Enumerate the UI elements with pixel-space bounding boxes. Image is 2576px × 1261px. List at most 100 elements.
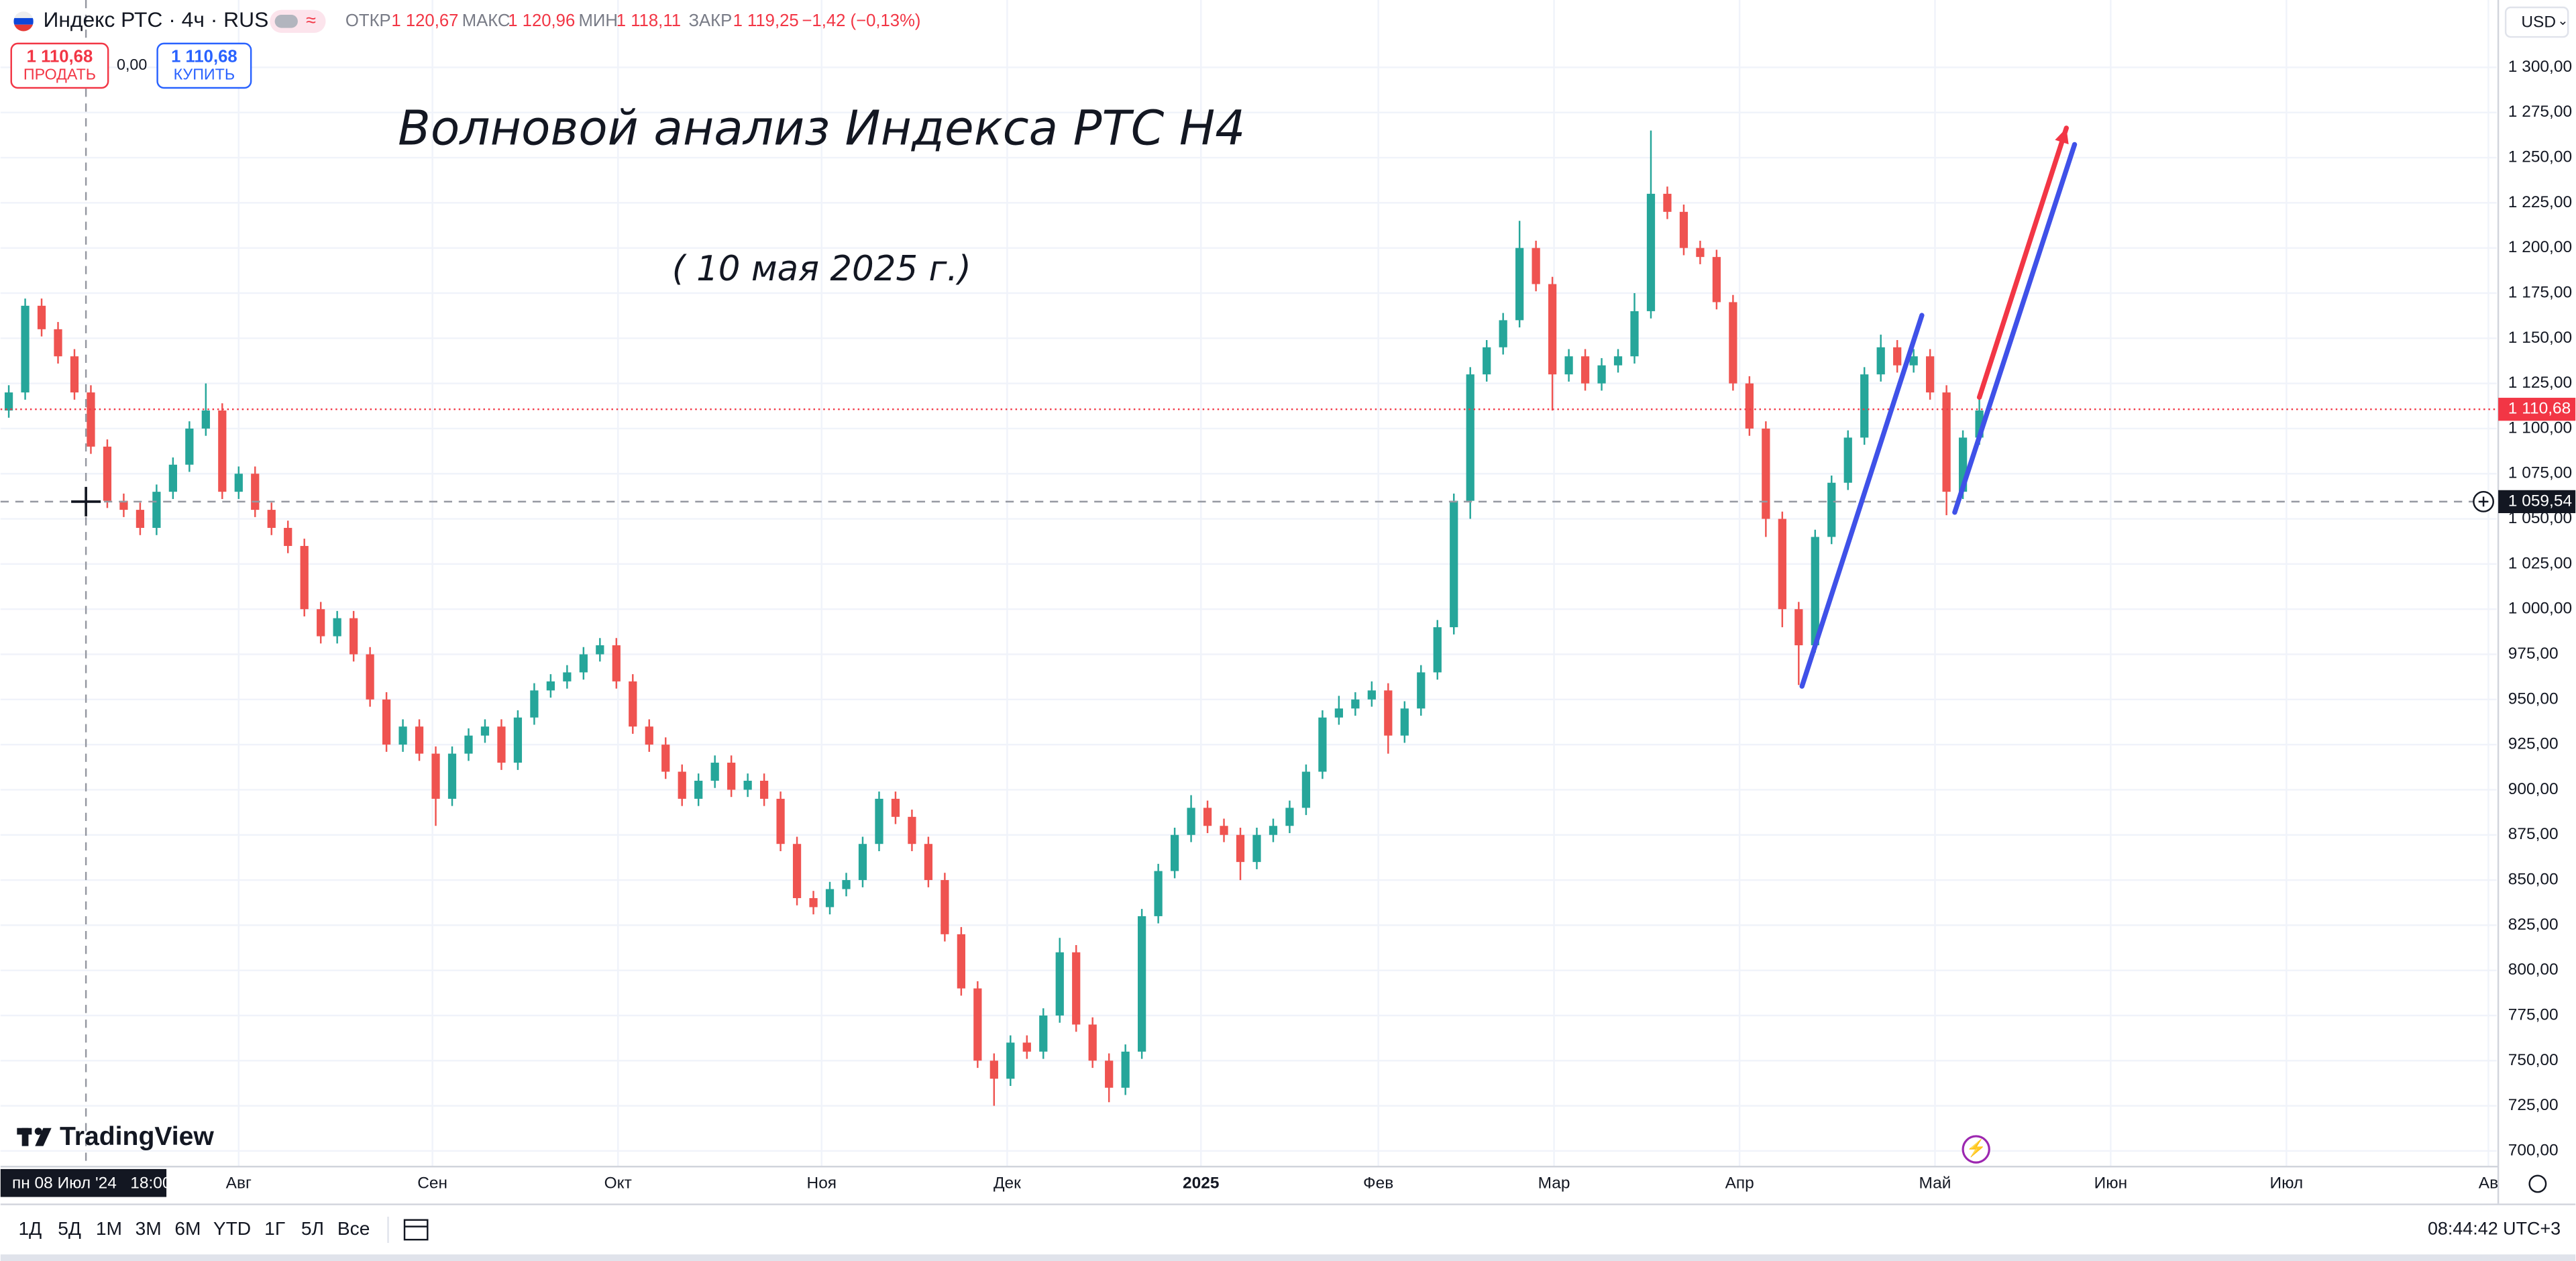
- candle-body: [1006, 1042, 1015, 1079]
- y-tick-label: 1 175,00: [2508, 283, 2572, 301]
- timeframe-button[interactable]: 1Г: [264, 1218, 285, 1239]
- candle-body: [87, 392, 95, 447]
- events-glyph: ⚡: [1966, 1138, 1986, 1158]
- x-tick-label: Дек: [994, 1174, 1021, 1192]
- candle-body: [267, 510, 276, 529]
- candle-body: [1663, 193, 1672, 212]
- y-tick-label: 950,00: [2508, 690, 2559, 708]
- candle-body: [1729, 302, 1737, 384]
- candle-body: [1170, 834, 1179, 871]
- y-tick-label: 800,00: [2508, 961, 2559, 979]
- candle-body: [415, 726, 424, 754]
- timeframe-button[interactable]: Все: [337, 1218, 370, 1239]
- candle-body: [546, 681, 555, 691]
- plot: [0, 0, 2497, 1166]
- ohlc-label: МИН: [579, 11, 618, 30]
- candle-body: [710, 763, 719, 781]
- candle-body: [1811, 537, 1819, 646]
- candle-body: [530, 690, 539, 718]
- y-tick-label: 700,00: [2508, 1141, 2559, 1159]
- candle-body: [317, 609, 325, 637]
- timeframe-button[interactable]: 1М: [96, 1218, 122, 1239]
- candle-body: [1105, 1060, 1114, 1088]
- candle-body: [1483, 347, 1491, 375]
- y-tick-label: 1 025,00: [2508, 554, 2572, 572]
- y-tick-label: 875,00: [2508, 825, 2559, 843]
- candle-body: [875, 798, 883, 844]
- timeframe-button[interactable]: 5Д: [58, 1218, 81, 1239]
- candle-body: [776, 798, 785, 844]
- candle-body: [809, 897, 818, 908]
- x-tick-label: Фев: [1363, 1174, 1393, 1192]
- candle-body: [1400, 708, 1409, 736]
- candle-body: [366, 654, 374, 700]
- candle-body: [168, 464, 177, 492]
- sell-button[interactable]: [10, 42, 109, 89]
- candle-body: [1269, 826, 1278, 835]
- buy-button[interactable]: [156, 42, 252, 89]
- last-price-badge: [2498, 398, 2576, 421]
- currency-caret: ⌄: [2557, 13, 2568, 28]
- candle-body: [1450, 500, 1458, 628]
- y-tick-label: 1 125,00: [2508, 374, 2572, 392]
- candle-body: [957, 934, 965, 989]
- crosshair-time-badge: [0, 1168, 167, 1197]
- x-tick-label: Апр: [1725, 1174, 1754, 1192]
- candle-body: [1121, 1051, 1130, 1088]
- candle-body: [1301, 771, 1311, 808]
- timeframe-button[interactable]: 3М: [136, 1218, 162, 1239]
- candle-body: [1187, 808, 1195, 835]
- candle-body: [1564, 356, 1573, 375]
- candle-body: [678, 771, 686, 799]
- grid: [0, 0, 2497, 1166]
- x-tick-label: Сен: [417, 1174, 447, 1192]
- candle-body: [1597, 365, 1606, 384]
- candle-body: [218, 410, 227, 492]
- settings-icon[interactable]: [2528, 1174, 2547, 1193]
- timeframe-button[interactable]: YTD: [213, 1218, 251, 1239]
- x-tick-label: Окт: [604, 1174, 632, 1192]
- candle-body: [1827, 482, 1836, 537]
- candle-body: [792, 844, 802, 898]
- y-tick-label: 1 275,00: [2508, 103, 2572, 121]
- logo[interactable]: TradingView: [60, 1122, 214, 1151]
- currency: USD: [2521, 13, 2556, 32]
- bottom-strip: [0, 1254, 2576, 1261]
- date-range-icon[interactable]: [403, 1219, 429, 1241]
- change: −1,42 (−0,13%): [802, 11, 920, 30]
- candle-body: [54, 329, 62, 357]
- candle-body: [973, 988, 982, 1061]
- timeframe-button[interactable]: 6М: [174, 1218, 201, 1239]
- candle-body: [1499, 320, 1507, 347]
- events-icon[interactable]: [1962, 1135, 1990, 1164]
- timeframe-button[interactable]: 5Л: [301, 1218, 324, 1239]
- x-tick-label: Июн: [2094, 1174, 2127, 1192]
- ohlc-value: 1 119,25: [733, 11, 799, 30]
- candle-body: [136, 510, 145, 529]
- candle-body: [1794, 609, 1803, 646]
- y-tick-label: 825,00: [2508, 916, 2559, 934]
- candle-body: [842, 880, 851, 889]
- currency-button[interactable]: [2504, 6, 2569, 38]
- candle-body: [891, 798, 900, 817]
- candle-body: [1515, 248, 1524, 321]
- candle-body: [563, 672, 572, 681]
- y-tick-label: 1 300,00: [2508, 58, 2572, 76]
- candle-body: [1843, 437, 1852, 483]
- symbol[interactable]: Индекс РТС · 4ч · RUS: [43, 7, 268, 32]
- candle-body: [382, 699, 391, 745]
- candle-body: [119, 500, 128, 510]
- y-tick-label: 850,00: [2508, 871, 2559, 889]
- candle-body: [1696, 248, 1705, 258]
- y-tick-label: 975,00: [2508, 645, 2559, 663]
- candle-body: [464, 735, 473, 754]
- candle-body: [431, 753, 440, 799]
- candle-body: [579, 654, 588, 673]
- candle-body: [743, 780, 752, 790]
- candle-body: [37, 305, 46, 329]
- candle-body: [1154, 871, 1163, 916]
- candle-body: [1334, 708, 1344, 718]
- timeframe-button[interactable]: 1Д: [19, 1218, 42, 1239]
